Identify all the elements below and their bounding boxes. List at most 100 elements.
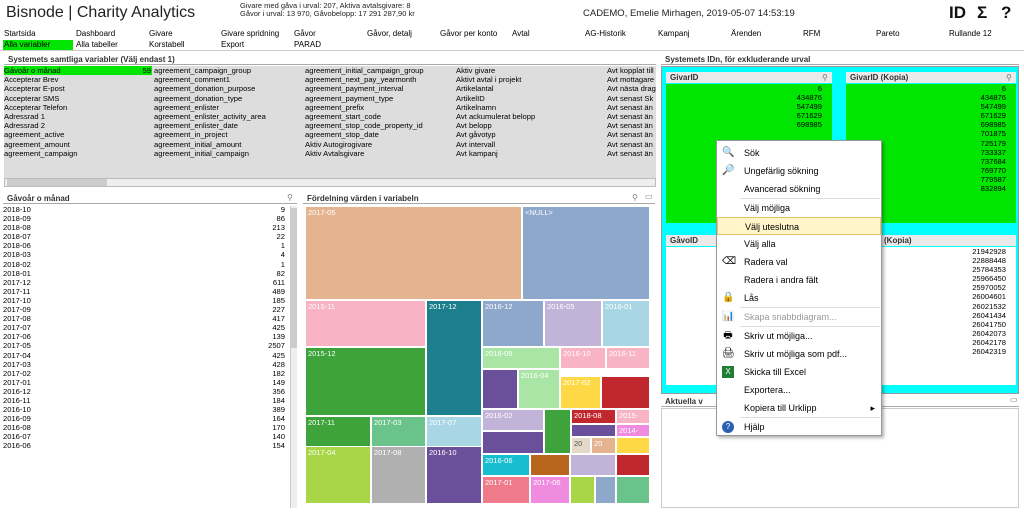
list-item[interactable]: agreement_active [4,130,65,140]
list-item[interactable]: 2017-09 227 [3,305,285,315]
nav-alla-tabeller[interactable]: Alla tabeller [76,40,118,49]
list-item[interactable]: 26042178 [972,337,1006,347]
treemap-cell[interactable] [616,437,650,454]
list-item[interactable]: 2017-08 417 [3,314,285,324]
treemap-cell[interactable] [570,476,595,504]
list-item[interactable]: 2018-08 213 [3,223,285,233]
list-item[interactable]: 701875 [980,129,1006,139]
list-item[interactable]: 2017-11 489 [3,286,285,296]
list-item[interactable]: 671629 [980,111,1006,121]
list-item[interactable]: Aktivt avtal i projekt [456,75,522,85]
list-item[interactable]: 698985 [796,120,822,130]
menu-item-skriv-ut-pdf[interactable]: 🖨 Skriv ut möjliga som pdf... [722,348,848,359]
treemap-cell[interactable]: 2017-04 [305,446,371,504]
treemap-cell[interactable] [601,376,650,409]
nav-givare[interactable]: Givare [149,29,173,38]
treemap-cell[interactable]: 2017-06 [530,476,570,504]
treemap-cell[interactable]: 2017-08 [371,446,426,504]
list-item[interactable]: Avt intervall [456,139,496,149]
list-item[interactable]: 2017-06 139 [3,332,285,342]
list-item[interactable]: Avt senast än [607,102,653,112]
list-item[interactable]: Adressrad 2 [4,121,45,131]
list-item[interactable]: Adressrad 1 [4,112,45,122]
pin-icon[interactable]: ⚲ [632,193,638,202]
treemap-cell[interactable]: 2016-01 [602,300,650,347]
list-item[interactable]: Avt nästa drag [607,84,656,94]
list-item[interactable]: Avt belopp [456,121,492,131]
list-item[interactable]: Avt senast än [607,139,653,149]
treemap-cell[interactable]: 2018-08 [571,409,616,424]
menu-item-radera-val[interactable]: ⌫ Radera val [722,256,788,267]
list-item[interactable]: 547499 [980,102,1006,112]
list-item[interactable]: agreement_prefix [305,102,365,112]
list-item[interactable]: Aktiv Avtalsgivare [305,148,365,158]
menu-item-exportera[interactable]: Exportera... [744,385,791,395]
list-item[interactable]: 26004601 [972,292,1006,302]
list-item[interactable]: 2016-10 389 [3,405,285,415]
list-item[interactable]: 2017-01 149 [3,377,285,387]
pin-icon[interactable]: ⚲ [1006,73,1012,82]
list-item[interactable]: 6 [817,84,822,93]
list-item[interactable]: 779587 [980,174,1006,184]
list-item[interactable]: Avt mottagare [607,75,655,85]
menu-item-valj-uteslutna[interactable]: Välj uteslutna [717,217,881,235]
treemap-cell[interactable]: 2016-05 [544,300,602,347]
treemap-cell[interactable]: 2016-06 [482,454,530,476]
list-item[interactable]: 25966450 [972,274,1006,284]
nav-arenden[interactable]: Ärenden [731,29,762,38]
treemap-cell[interactable] [571,424,616,437]
list-item[interactable]: agreement_stop_code_property_id [305,121,423,131]
treemap-cell[interactable]: 2016-11 [606,347,650,369]
list-item[interactable]: Avt kampanj [456,148,498,158]
list-item[interactable]: 2017-03 428 [3,359,285,369]
list-item[interactable]: 2017-02 182 [3,368,285,378]
list-item[interactable]: 2018-07 22 [3,232,285,242]
sum-icon[interactable]: Σ [977,3,988,22]
list-item[interactable]: 434876 [980,93,1006,103]
menu-item-skicka-till-excel[interactable]: X Skicka till Excel [717,363,881,381]
list-item[interactable]: agreement_campaign_group [154,66,252,75]
list-item[interactable]: agreement_comment1 [154,75,230,85]
list-item[interactable]: 733337 [980,147,1006,157]
list-item[interactable]: Avt senast än [607,121,653,131]
list-item[interactable]: 6 [1001,84,1006,93]
menu-item-kopiera-till-urklipp[interactable]: Kopiera till Urklipp ▸ [717,399,881,417]
scrollbar-thumb[interactable] [291,208,297,348]
variables-list[interactable]: Gåvoår o månad 59 Accepterar Brev Accepte… [4,66,656,178]
list-item[interactable]: agreement_enlister [154,102,220,112]
list-item[interactable]: Artikelnamn [456,102,497,112]
treemap-cell[interactable]: 2016-10 [426,446,482,504]
treemap-chart[interactable]: 2017-05 <NULL> 2015-11 2017-12 2016-12 2… [305,206,650,504]
treemap-cell[interactable]: 2014- [616,424,650,437]
list-item[interactable]: Aktiv Autogirogivare [305,139,373,149]
list-item[interactable]: 26021532 [972,301,1006,311]
treemap-cell[interactable]: 2017-05 [305,206,522,300]
list-item[interactable]: Artikelantal [456,84,494,94]
nav-korstabell[interactable]: Korstabell [149,40,185,49]
menu-item-sok[interactable]: 🔍 Sök [722,147,760,158]
help-icon[interactable]: ? [1001,3,1012,22]
id-icon[interactable]: ID [949,3,966,22]
treemap-cell[interactable]: 2017-12 [426,300,482,416]
list-item[interactable]: 725179 [980,138,1006,148]
list-item[interactable]: 2018-10 9 [3,205,285,214]
maximize-icon[interactable]: ▭ [645,192,653,201]
list-item[interactable]: 769770 [980,165,1006,175]
treemap-cell[interactable]: 20 [591,437,616,454]
menu-item-hjalp[interactable]: ? Hjälp [717,418,881,436]
list-item[interactable]: 2017-05 2507 [3,341,285,351]
list-item[interactable]: 2016-08 170 [3,423,285,433]
list-item[interactable]: 737684 [980,156,1006,166]
menu-item-avancerad-sokning[interactable]: Avancerad sökning [744,184,821,194]
treemap-cell[interactable] [595,476,616,504]
treemap-cell[interactable] [570,454,616,476]
list-item[interactable]: 2018-01 82 [3,268,285,278]
list-item[interactable]: agreement_donation_purpose [154,84,256,94]
nav-alla-variabler[interactable]: Alla variabler [3,40,73,50]
treemap-cell[interactable]: 2015-11 [305,300,426,347]
list-item[interactable]: agreement_start_code [305,112,381,122]
menu-item-skriv-ut-mojliga[interactable]: 🖶 Skriv ut möjliga... [723,330,813,341]
maximize-icon[interactable]: ▭ [1010,395,1018,404]
treemap-cell[interactable] [482,431,544,454]
menu-item-las[interactable]: 🔒 Lås [722,292,759,303]
